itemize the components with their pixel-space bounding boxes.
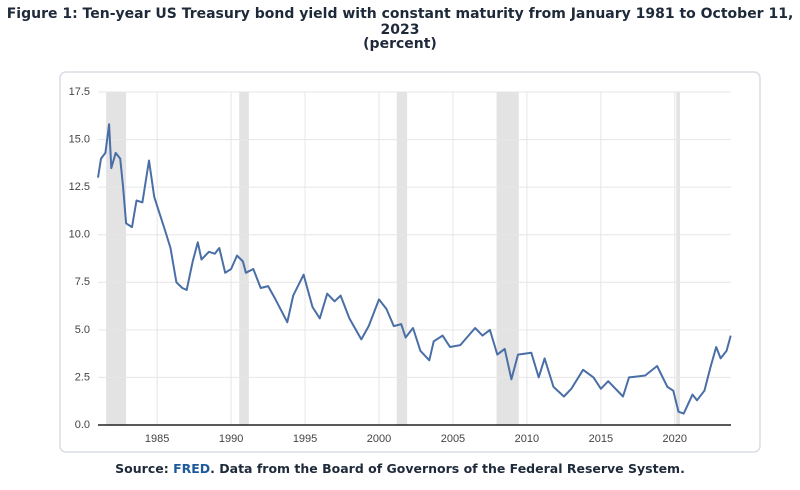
x-tick-label: 2015 xyxy=(589,433,613,445)
y-tick-label: 0.0 xyxy=(75,419,90,431)
data-line xyxy=(97,123,732,415)
x-tick-label: 2005 xyxy=(441,433,465,445)
source-suffix: . Data from the Board of Governors of th… xyxy=(210,461,685,476)
recession-band xyxy=(496,92,519,425)
x-tick-label: 1995 xyxy=(293,433,317,445)
x-tick-label: 2010 xyxy=(515,433,539,445)
source-note: Source: FRED. Data from the Board of Gov… xyxy=(0,461,800,476)
x-tick-label: 1990 xyxy=(219,433,243,445)
x-tick-label: 2000 xyxy=(367,433,391,445)
y-tick-label: 2.5 xyxy=(75,371,90,383)
recession-band xyxy=(106,92,127,425)
recession-band xyxy=(676,92,680,425)
recession-band xyxy=(396,92,408,425)
y-tick-label: 15.0 xyxy=(69,133,90,145)
x-tick-label: 2020 xyxy=(663,433,687,445)
chart-frame xyxy=(59,71,761,453)
y-tick-label: 10.0 xyxy=(69,229,90,241)
y-tick-label: 7.5 xyxy=(75,276,90,288)
source-prefix: Source: xyxy=(115,461,174,476)
y-tick-label: 5.0 xyxy=(75,324,90,336)
recession-band xyxy=(239,92,249,425)
x-tick-label: 1985 xyxy=(145,433,169,445)
chart-title: Figure 1: Ten-year US Treasury bond yiel… xyxy=(6,6,794,38)
chart-subtitle: (percent) xyxy=(363,36,437,52)
source-link[interactable]: FRED xyxy=(173,461,211,476)
y-tick-label: 17.5 xyxy=(69,86,90,98)
y-tick-label: 12.5 xyxy=(69,181,90,193)
